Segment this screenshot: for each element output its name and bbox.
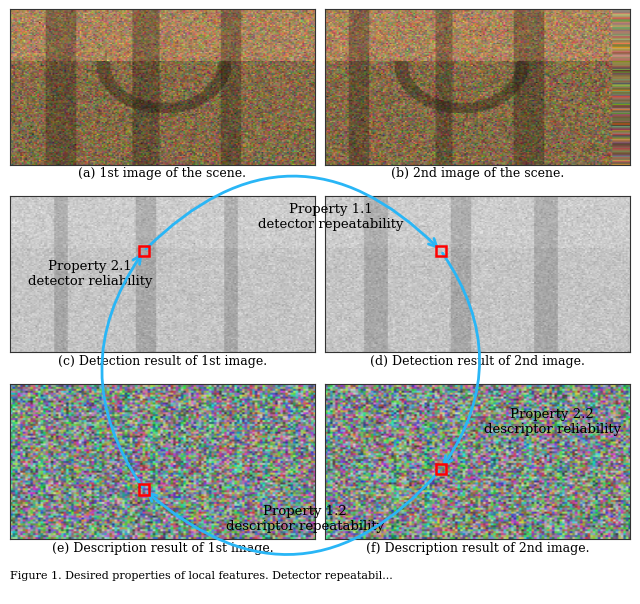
Text: (d) Detection result of 2nd image.: (d) Detection result of 2nd image. — [370, 355, 585, 368]
Text: (b) 2nd image of the scene.: (b) 2nd image of the scene. — [391, 167, 564, 181]
Text: (c) Detection result of 1st image.: (c) Detection result of 1st image. — [58, 355, 267, 368]
Text: (a) 1st image of the scene.: (a) 1st image of the scene. — [78, 167, 246, 181]
Text: Property 1.1
detector repeatability: Property 1.1 detector repeatability — [258, 202, 404, 231]
Text: Property 2.1
detector reliability: Property 2.1 detector reliability — [28, 260, 152, 288]
Text: Property 2.2
descriptor reliability: Property 2.2 descriptor reliability — [484, 408, 621, 437]
Text: Figure 1. Desired properties of local features. Detector repeatabil...: Figure 1. Desired properties of local fe… — [10, 571, 392, 581]
Text: (f) Description result of 2nd image.: (f) Description result of 2nd image. — [366, 542, 589, 555]
Text: (e) Description result of 1st image.: (e) Description result of 1st image. — [52, 542, 273, 555]
Text: Property 1.2
descriptor repeatability: Property 1.2 descriptor repeatability — [226, 505, 385, 533]
